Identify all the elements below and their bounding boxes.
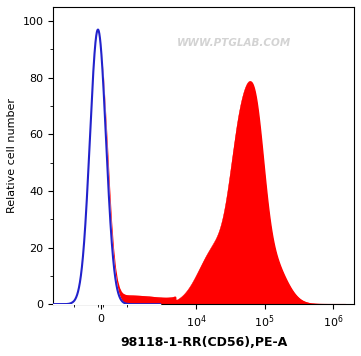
- Text: WWW.PTGLAB.COM: WWW.PTGLAB.COM: [177, 38, 291, 48]
- Y-axis label: Relative cell number: Relative cell number: [7, 98, 17, 213]
- X-axis label: 98118-1-RR(CD56),PE-A: 98118-1-RR(CD56),PE-A: [120, 336, 287, 349]
